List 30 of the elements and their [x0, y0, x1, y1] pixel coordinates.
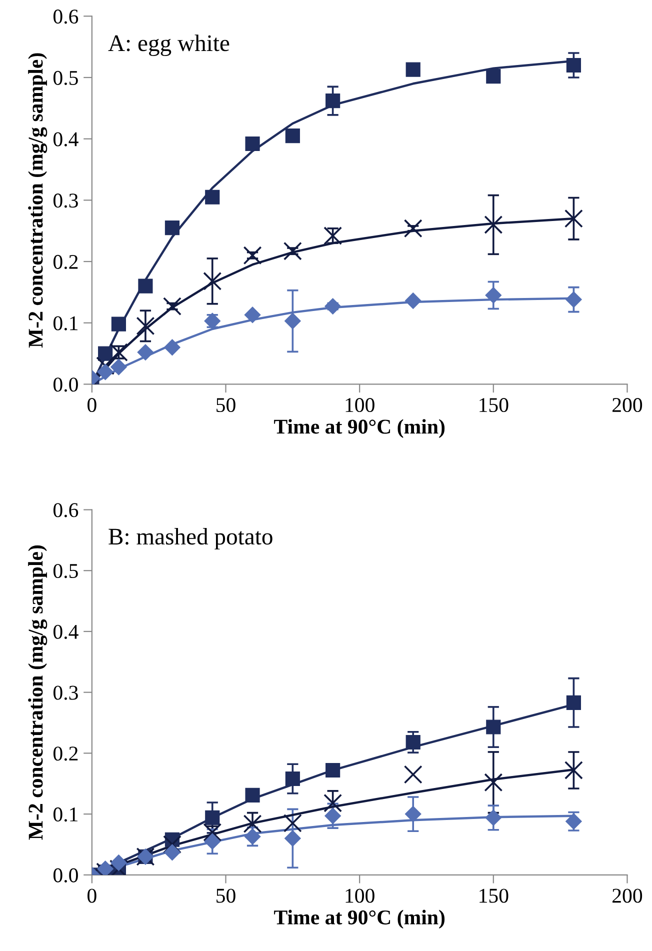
x-tick-label: 100 — [346, 398, 374, 412]
y-tick-label: 0.5 — [53, 70, 78, 86]
x-tick-label: 150 — [480, 888, 508, 903]
x-axis-title: Time at 90°C (min) — [274, 910, 445, 929]
y-tick-label: 0.4 — [53, 132, 78, 146]
y-tick-label: 0.6 — [53, 503, 78, 518]
x-tick-label: 50 — [216, 888, 236, 903]
y-tick-label: 0.1 — [53, 316, 78, 330]
x-tick-label: 100 — [346, 888, 374, 903]
annotation: A: egg white — [108, 34, 230, 56]
y-tick-label: 0.2 — [53, 254, 78, 270]
y-tick-label: 0.0 — [53, 868, 78, 882]
annotation: B: mashed potato — [108, 528, 272, 550]
y-tick-label: 0.3 — [53, 686, 78, 700]
y-tick-label: 0.2 — [53, 746, 78, 761]
y-axis-title: M-2 concentration (mg/g sample) — [28, 53, 48, 348]
x-tick-label: 0 — [88, 888, 96, 903]
y-tick-label: 0.0 — [53, 378, 78, 392]
x-tick-label: 50 — [216, 398, 236, 412]
x-tick-label: 0 — [88, 398, 96, 412]
x-tick-label: 200 — [612, 888, 642, 903]
y-tick-label: 0.6 — [53, 10, 78, 24]
x-tick-label: 200 — [612, 398, 642, 412]
y-tick-label: 0.4 — [53, 624, 78, 639]
y-tick-label: 0.5 — [53, 564, 78, 578]
y-tick-label: 0.3 — [53, 194, 78, 208]
x-axis-title: Time at 90°C (min) — [274, 419, 445, 438]
y-tick-label: 0.1 — [53, 807, 78, 822]
x-tick-label: 150 — [480, 398, 508, 412]
y-axis-title: M-2 concentration (mg/g sample) — [28, 545, 48, 840]
